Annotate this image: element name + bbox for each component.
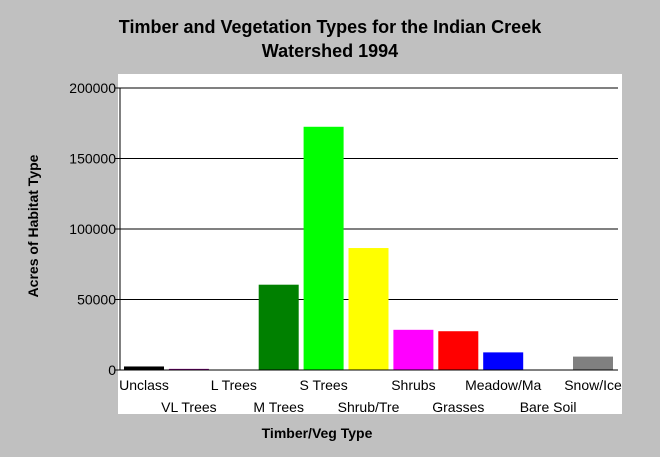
x-tick-label: Unclass	[119, 377, 169, 393]
bar-meadow-ma	[483, 352, 524, 370]
bars	[124, 126, 613, 371]
bar-shrubs	[393, 329, 434, 370]
x-tick-label: Meadow/Ma	[465, 377, 541, 393]
x-tick-label: Shrubs	[391, 377, 435, 393]
bar-unclass	[124, 366, 164, 370]
bar-s-trees	[303, 126, 344, 371]
bar-vl-trees	[168, 368, 209, 370]
x-tick-label: Snow/Ice	[564, 377, 622, 393]
x-axis-label: Timber/Veg Type	[262, 425, 373, 441]
y-tick-label: 0	[108, 362, 116, 378]
x-tick-label: L Trees	[211, 377, 257, 393]
x-tick-label: Bare Soil	[520, 399, 577, 415]
bar-grasses	[438, 331, 479, 370]
x-tick-labels: Unclass VL Trees L Trees M Trees S Trees Shru…	[119, 377, 622, 415]
bar-snow-ice	[573, 356, 613, 370]
y-tick-label: 150000	[69, 151, 116, 167]
y-tick-label: 100000	[69, 221, 116, 237]
chart-title-line-1: Timber and Vegetation Types for the Indi…	[119, 17, 542, 37]
chart-title-line-2: Watershed 1994	[262, 41, 398, 61]
y-tick-labels: 0 50000 100000 150000 200000	[69, 80, 116, 378]
x-tick-label: Shrub/Tre	[338, 399, 400, 415]
y-axis-label: Acres of Habitat Type	[25, 154, 41, 297]
bar-m-trees	[258, 284, 299, 370]
bar-shrub-tre	[348, 248, 389, 370]
y-tick-label: 50000	[77, 292, 116, 308]
x-tick-label: S Trees	[299, 377, 347, 393]
x-tick-label: Grasses	[432, 399, 484, 415]
x-tick-label: M Trees	[253, 399, 304, 415]
y-tick-label: 200000	[69, 80, 116, 96]
x-tick-label: VL Trees	[161, 399, 217, 415]
